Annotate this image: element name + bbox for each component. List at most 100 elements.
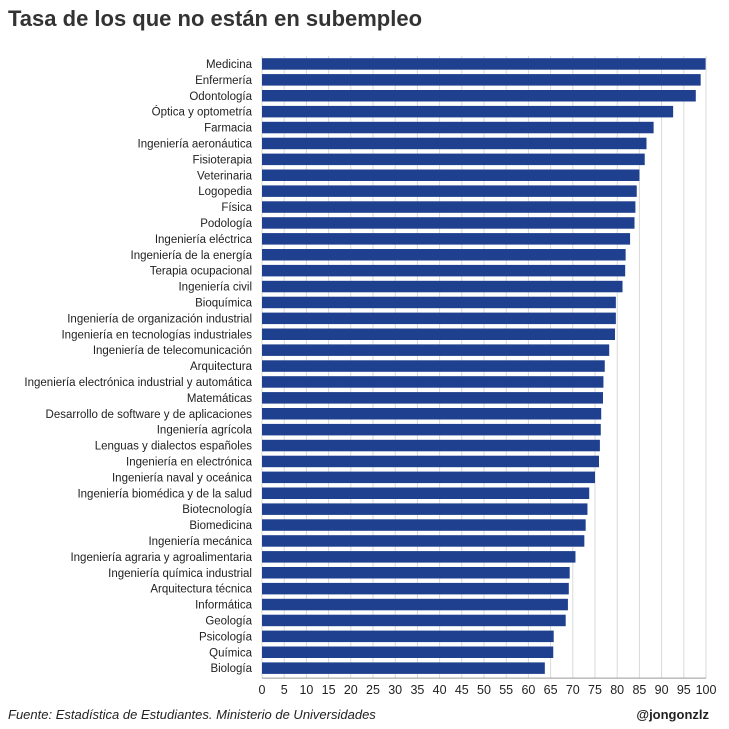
chart-title: Tasa de los que no están en subempleo — [8, 6, 423, 31]
category-label: Fisioterapia — [193, 154, 253, 166]
x-tick-label: 5 — [281, 683, 288, 697]
x-tick-label: 90 — [655, 683, 669, 697]
category-label: Química — [209, 647, 252, 659]
bar — [262, 614, 566, 627]
category-label: Ingeniería mecánica — [148, 536, 252, 548]
category-label: Ingeniería biomédica y de la salud — [77, 488, 252, 500]
x-tick-label: 45 — [455, 683, 469, 697]
category-label: Ingeniería de telecomunicación — [93, 345, 252, 357]
category-label: Arquitectura — [190, 361, 253, 373]
category-label: Podología — [200, 218, 252, 230]
category-label-layer: Medicina Enfermería Odontología Óptica y op… — [24, 59, 252, 675]
bar — [262, 439, 600, 452]
category-label: Ingeniería eléctrica — [155, 234, 253, 246]
bar — [262, 662, 545, 674]
category-label: Geología — [205, 615, 252, 627]
bar — [262, 360, 605, 372]
bar — [262, 519, 586, 531]
bar — [262, 423, 601, 436]
bar — [262, 392, 603, 404]
bar — [262, 312, 616, 325]
category-label: Ingeniería agrícola — [157, 425, 253, 437]
x-tick-label: 55 — [499, 683, 513, 697]
category-label: Ingeniería electrónica industrial y auto… — [24, 377, 252, 389]
x-tick-label: 70 — [566, 683, 580, 697]
bar — [262, 471, 595, 484]
category-label: Óptica y optometría — [152, 106, 253, 119]
category-label: Medicina — [206, 59, 253, 71]
x-tick-label: 60 — [521, 683, 535, 697]
category-label: Enfermería — [195, 75, 252, 87]
x-tick-label: 15 — [322, 683, 336, 697]
category-label: Veterinaria — [197, 170, 253, 182]
category-label: Arquitectura técnica — [150, 584, 252, 596]
x-tick-label: 95 — [677, 683, 691, 697]
category-label: Farmacia — [204, 123, 253, 135]
category-label: Física — [221, 202, 252, 214]
x-tick-label: 85 — [632, 683, 646, 697]
bar — [262, 249, 626, 261]
x-tick-label: 25 — [366, 683, 380, 697]
bar — [262, 646, 554, 658]
bar — [262, 169, 640, 181]
category-label: Matemáticas — [187, 393, 252, 405]
x-tick-label: 0 — [259, 683, 266, 697]
category-label: Psicología — [199, 631, 253, 643]
bar — [262, 201, 636, 213]
category-label: Biotecnología — [182, 504, 252, 516]
bar — [262, 455, 599, 468]
category-label: Bioquímica — [195, 297, 252, 309]
bar — [262, 74, 701, 86]
bar — [262, 408, 602, 420]
bar — [262, 582, 569, 595]
category-label: Terapia ocupacional — [150, 266, 252, 278]
x-tick-label: 80 — [610, 683, 624, 697]
bar — [262, 328, 615, 340]
category-label: Ingeniería química industrial — [108, 568, 252, 580]
x-tick-label: 30 — [388, 683, 402, 697]
x-tick-label: 35 — [410, 683, 424, 697]
bar — [262, 376, 604, 388]
source-note: Fuente: Estadística de Estudiantes. Mini… — [8, 707, 376, 722]
x-tick-layer: 0 5 10 15 20 25 30 35 40 45 50 55 60 65 70 75 80 85 90 95 10… — [259, 683, 717, 697]
x-tick-label: 65 — [544, 683, 558, 697]
bar — [262, 344, 610, 356]
category-label: Ingeniería en electrónica — [126, 456, 253, 468]
x-tick-label: 50 — [477, 683, 491, 697]
bar — [262, 280, 623, 293]
category-label: Lenguas y dialectos españoles — [95, 441, 253, 453]
bar — [262, 58, 706, 70]
bar — [262, 630, 554, 643]
x-tick-label: 40 — [433, 683, 447, 697]
category-label: Informática — [195, 600, 252, 612]
bar — [262, 185, 637, 197]
bar — [262, 233, 631, 245]
category-label: Odontología — [189, 91, 252, 103]
bar — [262, 153, 645, 166]
bar — [262, 137, 647, 150]
category-label: Ingeniería en tecnologías industriales — [61, 329, 252, 341]
author-handle: @jongonzlz — [636, 707, 709, 722]
bar — [262, 487, 590, 499]
bar — [262, 535, 585, 547]
bar — [262, 264, 626, 277]
bar — [262, 503, 588, 515]
category-label: Ingeniería agraria y agroalimentaria — [70, 552, 252, 564]
bar — [262, 551, 576, 563]
bar-layer — [262, 58, 706, 674]
category-label: Ingeniería civil — [178, 282, 252, 294]
category-label: Desarrollo de software y de aplicaciones — [46, 409, 253, 421]
x-tick-label: 20 — [344, 683, 358, 697]
bar — [262, 567, 570, 579]
category-label: Ingeniería de la energía — [131, 250, 253, 262]
x-tick-label: 100 — [696, 683, 717, 697]
x-tick-label: 75 — [588, 683, 602, 697]
bar — [262, 296, 616, 309]
category-label: Ingeniería naval y oceánica — [112, 472, 253, 484]
category-label: Ingeniería aeronáutica — [138, 138, 253, 150]
category-label: Biomedicina — [189, 520, 252, 532]
category-label: Ingeniería de organización industrial — [67, 313, 252, 325]
bar — [262, 217, 635, 229]
bar — [262, 90, 696, 102]
